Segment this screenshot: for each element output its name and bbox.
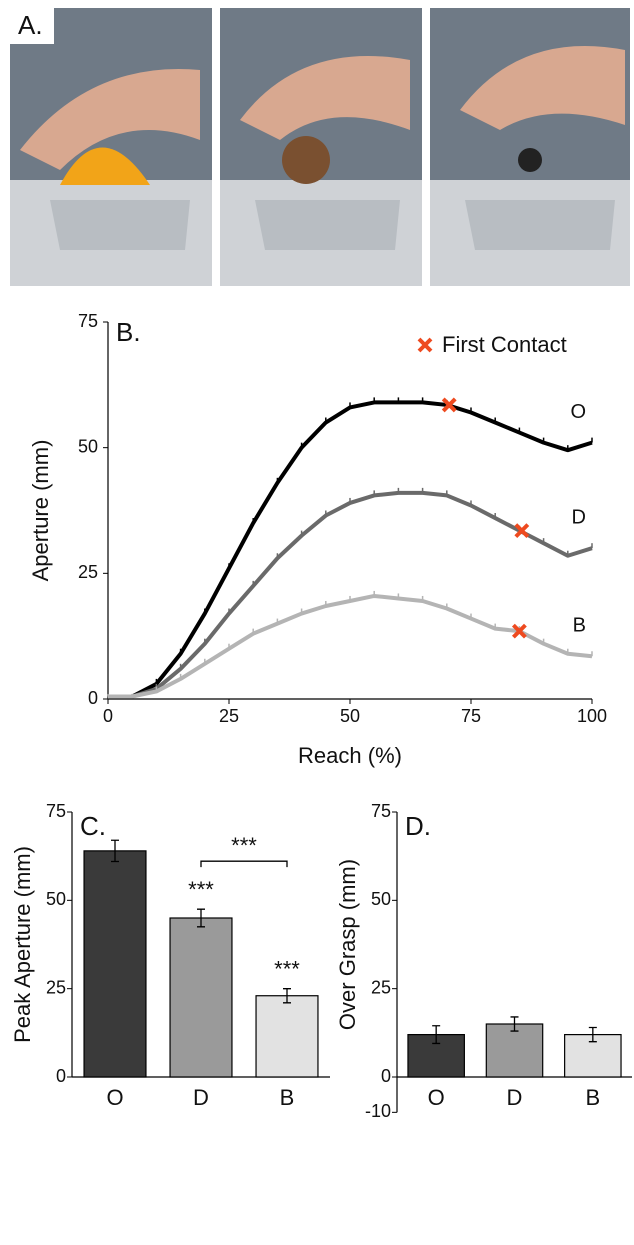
y-axis-label: Over Grasp (mm) <box>335 859 360 1030</box>
x-tick-label: D <box>507 1085 523 1110</box>
y-tick-label: 75 <box>371 801 391 821</box>
y-tick-label: -10 <box>365 1101 391 1121</box>
panel-label-box <box>10 8 54 44</box>
x-tick-label: O <box>106 1085 123 1110</box>
series-label: D <box>572 506 586 528</box>
x-tick-label: B <box>280 1085 295 1110</box>
x-tick-label: O <box>428 1085 445 1110</box>
photo-panel: A. <box>10 8 630 286</box>
x-tick-label: 100 <box>577 706 607 726</box>
x-axis-label: Reach (%) <box>298 743 402 768</box>
legend-marker <box>417 337 433 353</box>
series-line <box>108 490 593 699</box>
y-tick-label: 50 <box>78 436 98 456</box>
y-axis-label: Aperture (mm) <box>28 440 53 582</box>
x-tick-label: 50 <box>340 706 360 726</box>
y-tick-label: 75 <box>78 311 98 331</box>
series-line <box>108 400 593 699</box>
photo-object <box>518 148 542 172</box>
error-bar <box>283 988 291 1004</box>
error-bar <box>111 839 119 863</box>
series-label: O <box>570 401 586 423</box>
y-tick-label: 0 <box>381 1066 391 1086</box>
y-tick-label: 50 <box>371 889 391 909</box>
panel-label: B. <box>116 317 141 347</box>
significance-bracket <box>200 860 288 868</box>
photo-stand <box>465 200 615 250</box>
error-bar <box>432 1025 441 1045</box>
significance: *** <box>188 877 214 902</box>
photo-stand <box>255 200 400 250</box>
first-contact-marker <box>511 623 527 639</box>
y-tick-label: 50 <box>46 889 66 909</box>
bar <box>83 850 147 1078</box>
x-tick-label: D <box>193 1085 209 1110</box>
y-tick-label: 25 <box>46 977 66 997</box>
photo-hand <box>460 46 625 130</box>
panel-label: D. <box>405 811 431 841</box>
y-tick-label: 0 <box>56 1066 66 1086</box>
first-contact-marker <box>514 523 530 539</box>
photo-stand <box>50 200 190 250</box>
error-bar <box>510 1016 519 1032</box>
panel-label: C. <box>80 811 106 841</box>
error-bar <box>197 908 205 928</box>
bar <box>485 1023 544 1078</box>
photo-object <box>60 147 150 185</box>
y-tick-label: 25 <box>371 977 391 997</box>
first-contact-marker <box>441 397 457 413</box>
bar <box>169 917 233 1078</box>
photo-hand <box>240 56 410 140</box>
panel-label: A. <box>18 10 43 40</box>
bar <box>255 995 319 1078</box>
series-line <box>108 593 593 699</box>
legend-label: First Contact <box>442 332 567 357</box>
x-tick-label: 0 <box>103 706 113 726</box>
x-tick-label: B <box>585 1085 600 1110</box>
significance: *** <box>231 833 257 858</box>
y-tick-label: 0 <box>88 688 98 708</box>
error-bar <box>588 1026 597 1043</box>
x-tick-label: 75 <box>461 706 481 726</box>
x-tick-label: 25 <box>219 706 239 726</box>
photo-hand <box>20 69 200 170</box>
y-tick-label: 75 <box>46 801 66 821</box>
y-tick-label: 25 <box>78 562 98 582</box>
photo-object <box>282 136 330 184</box>
significance: *** <box>274 956 300 981</box>
y-axis-label: Peak Aperture (mm) <box>10 846 35 1043</box>
series-label: B <box>573 615 586 637</box>
